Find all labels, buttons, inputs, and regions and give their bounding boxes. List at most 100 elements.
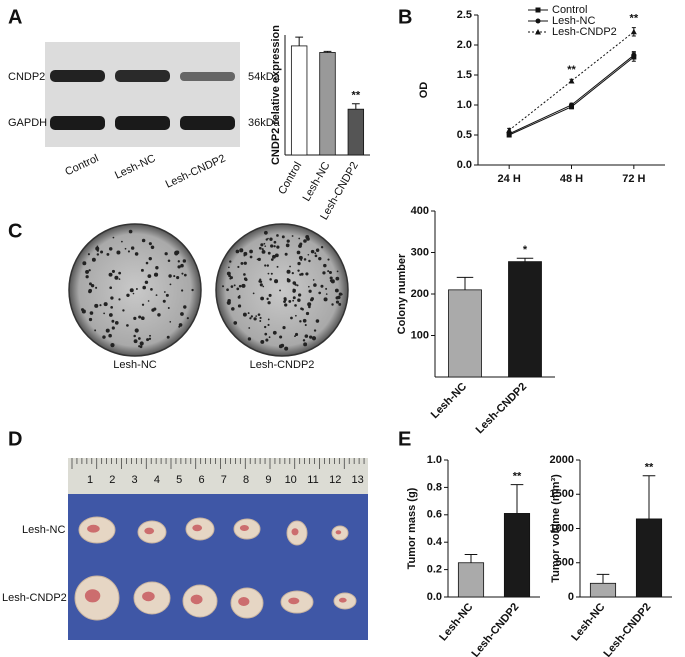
panel-label: D (8, 428, 22, 450)
ruler-number: 3 (132, 474, 138, 486)
bar (589, 582, 617, 598)
colony (102, 335, 106, 339)
colony (272, 254, 276, 259)
y-tick-label: 500 (556, 557, 574, 569)
x-tick-label: Lesh-CNDP2 (602, 601, 654, 657)
colony (249, 317, 252, 320)
y-tick-label: 200 (411, 288, 429, 300)
colony (164, 252, 168, 256)
colony (186, 317, 189, 320)
colony (299, 320, 302, 323)
marker (631, 52, 637, 58)
colony (144, 280, 149, 284)
colony (82, 261, 87, 266)
colony (308, 285, 310, 288)
colony (157, 313, 161, 317)
tumor-spot (142, 591, 155, 602)
tumor-spot (288, 597, 300, 605)
x-tick-label: Lesh-CNDP2 (470, 601, 522, 657)
colony (294, 335, 296, 338)
colony (298, 293, 302, 297)
tumor-spot (238, 597, 250, 606)
colony (269, 237, 273, 241)
colony (134, 252, 139, 256)
colony (243, 261, 247, 265)
colony (111, 326, 115, 330)
tumor-spot (190, 594, 203, 605)
ruler-number: 1 (87, 474, 93, 486)
colony (100, 250, 104, 254)
bar (635, 518, 663, 598)
colony (226, 271, 231, 276)
colony (274, 253, 279, 258)
legend-label: Lesh-CNDP2 (552, 26, 617, 38)
colony (283, 300, 286, 303)
colony (155, 266, 159, 270)
blot-image (45, 42, 240, 147)
ruler-number: 8 (243, 474, 249, 486)
colony (126, 324, 129, 327)
tumor-spot (335, 530, 342, 535)
colony (266, 297, 269, 301)
colony (165, 293, 169, 297)
tumor-spot (338, 597, 347, 603)
bar (503, 513, 531, 598)
colony (177, 260, 180, 263)
colony (314, 254, 318, 258)
panel-label: B (398, 6, 412, 28)
colony (294, 332, 299, 337)
colony (138, 345, 141, 348)
colony (183, 273, 187, 277)
y-axis-label: CNDP2 relative expression (270, 25, 282, 165)
colony (240, 261, 244, 265)
colony (111, 269, 116, 273)
panel-label: E (398, 428, 411, 450)
colony (330, 279, 335, 284)
colony (302, 318, 307, 323)
marker (535, 29, 541, 35)
error-bar (516, 257, 534, 262)
y-tick-label: 2.5 (457, 9, 472, 21)
bar (448, 289, 482, 378)
error-bar (456, 276, 474, 290)
colony (327, 270, 330, 273)
legend-label: Control (552, 4, 587, 16)
y-tick-label: 0.0 (457, 159, 472, 171)
colony (316, 248, 319, 251)
colony (320, 245, 324, 249)
colony (182, 259, 187, 263)
colony (255, 315, 258, 317)
ruler-number: 7 (221, 474, 227, 486)
colony (276, 245, 280, 249)
error-bar (642, 475, 656, 519)
colony (94, 303, 99, 308)
colony (150, 245, 155, 250)
colony (85, 269, 89, 274)
colony (243, 254, 246, 257)
colony (145, 261, 149, 265)
colony (305, 235, 310, 239)
x-tick-label: Lesh-NC (437, 601, 475, 643)
colony (140, 316, 145, 321)
colony (181, 289, 184, 292)
error-bar (464, 554, 478, 563)
colony (286, 239, 290, 243)
blot-size-label: 36kDa (248, 117, 281, 129)
colony (261, 248, 264, 251)
tumor-spot (84, 589, 101, 603)
y-axis-label: Colony number (396, 253, 408, 334)
marker (535, 18, 541, 24)
colony (273, 240, 277, 244)
colony (169, 320, 172, 323)
colony (318, 256, 322, 261)
marker (568, 78, 575, 84)
colony (323, 263, 327, 268)
y-tick-label: 300 (411, 246, 429, 258)
colony (290, 316, 293, 320)
colony (180, 263, 184, 268)
y-axis-label: Tumor volume (mm³) (550, 474, 562, 583)
colony (284, 303, 288, 307)
colony (174, 251, 179, 256)
colony (273, 245, 276, 248)
